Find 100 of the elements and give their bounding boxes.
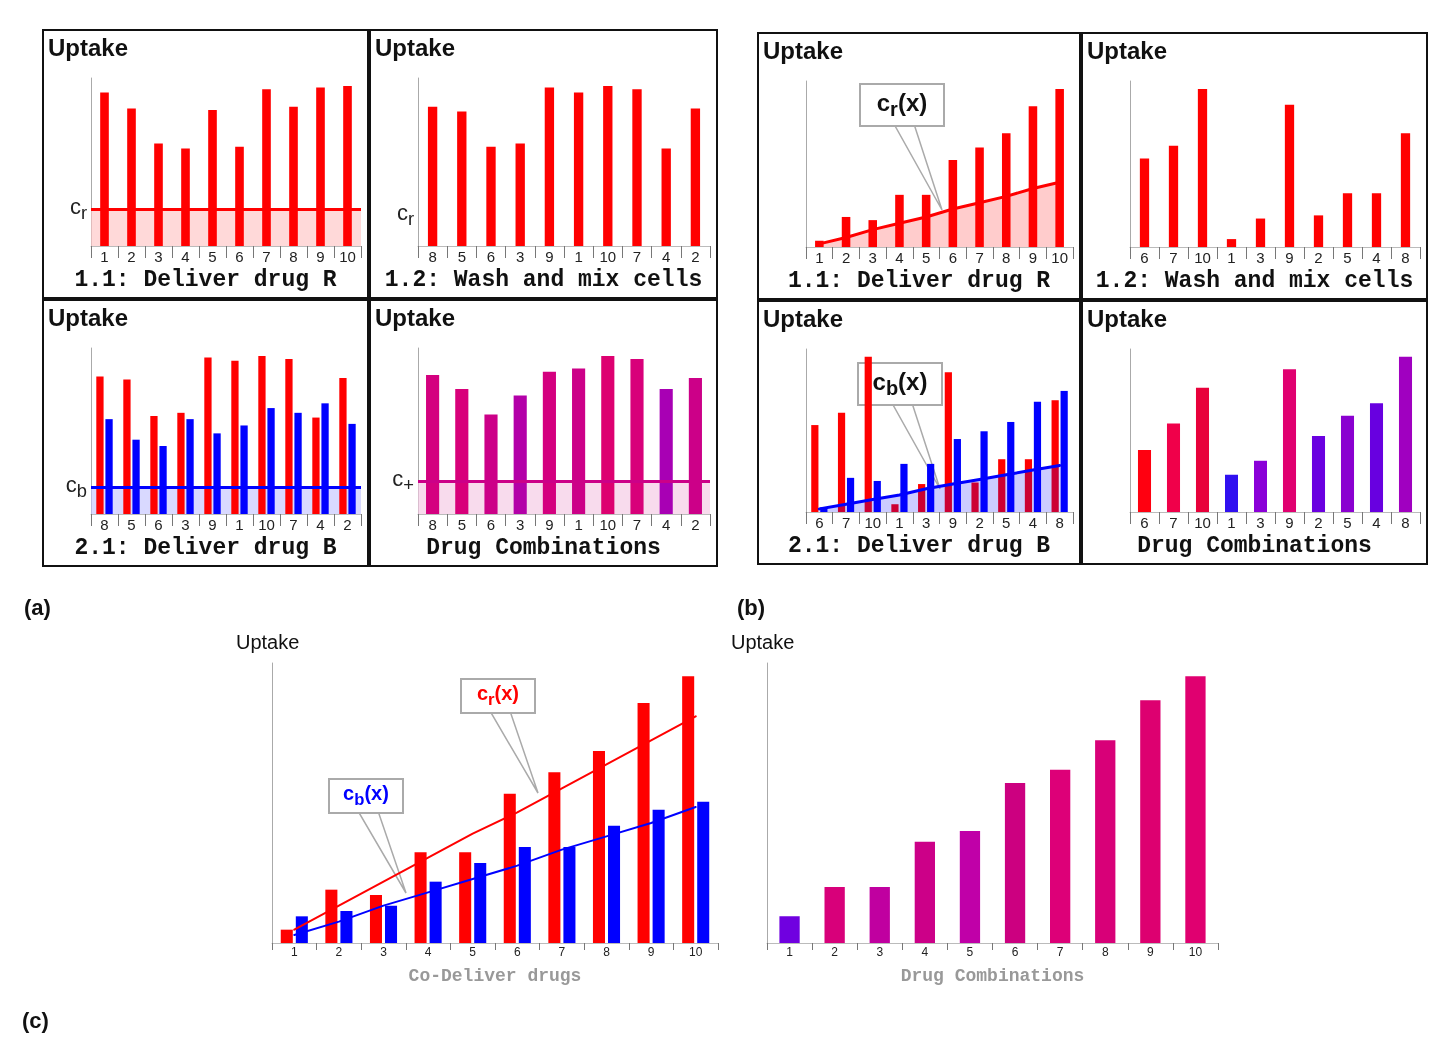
x-tick-label: 4 xyxy=(662,516,671,533)
ref-line-label: c$_{r}$ xyxy=(69,193,87,224)
bar xyxy=(1224,474,1239,512)
x-tick-label: 1 xyxy=(100,248,109,265)
x-tick-label: 5 xyxy=(1343,249,1352,266)
bar xyxy=(944,372,952,512)
x-tick-label: 1 xyxy=(1227,249,1236,266)
y-axis-title: Uptake xyxy=(375,303,456,331)
bar xyxy=(1369,403,1384,512)
bar xyxy=(811,425,819,512)
x-tick-label: 7 xyxy=(262,248,271,265)
x-tick-label: 9 xyxy=(1028,249,1038,266)
bar xyxy=(1004,783,1026,943)
bar xyxy=(457,111,467,246)
x-tick-label: 3 xyxy=(921,514,931,531)
bar xyxy=(837,412,846,512)
x-tick-label: 6 xyxy=(154,516,163,533)
x-tick-label: 3 xyxy=(181,516,190,533)
bar xyxy=(459,852,472,943)
x-tick-label: 1 xyxy=(1227,514,1236,531)
x-tick-label: 7 xyxy=(1169,514,1178,531)
bar xyxy=(1137,449,1152,512)
bar xyxy=(544,87,555,246)
bar xyxy=(427,106,438,246)
x-tick-label: 1 xyxy=(786,945,794,959)
text: (a) xyxy=(24,595,51,621)
x-tick-label: 3 xyxy=(876,945,884,959)
bar xyxy=(1371,193,1382,247)
x-tick-label: 10 xyxy=(1194,514,1211,531)
x-tick-label: 5 xyxy=(1002,514,1011,531)
bar xyxy=(824,887,845,943)
bar xyxy=(1253,460,1268,512)
x-tick-label: 2 xyxy=(691,248,700,265)
x-tick-label: 8 xyxy=(1055,514,1064,531)
x-axis-title: Drug Combinations xyxy=(900,966,1085,986)
x-tick-label: 7 xyxy=(632,248,642,265)
x-tick-label: 8 xyxy=(1401,249,1410,266)
bar xyxy=(455,389,469,514)
bar xyxy=(1284,104,1295,247)
x-tick-label: 9 xyxy=(1285,249,1294,266)
bar xyxy=(96,376,104,514)
bar xyxy=(231,360,239,514)
x-tick-label: 3 xyxy=(380,945,388,959)
x-tick-label: 4 xyxy=(1372,514,1381,531)
x-tick-label: 5 xyxy=(457,248,466,265)
x-tick-label: 3 xyxy=(516,516,525,533)
bar xyxy=(150,415,158,514)
y-axis-title: Uptake xyxy=(48,33,129,61)
annotation: c$_{r}$(x) xyxy=(476,682,520,710)
bar xyxy=(1168,145,1179,247)
bar xyxy=(864,356,872,512)
bar xyxy=(659,389,673,514)
y-axis-title: Uptake xyxy=(236,631,300,653)
bar xyxy=(1050,769,1071,943)
text: 1.2: Wash and mix cells xyxy=(384,266,703,293)
bar xyxy=(1226,239,1237,247)
x-tick-label: 7 xyxy=(975,249,984,266)
x-tick-label: 3 xyxy=(868,249,877,266)
bar xyxy=(1313,215,1324,247)
x-tick-label: 6 xyxy=(815,514,824,531)
y-axis-title: Uptake xyxy=(763,304,844,332)
x-tick-label: 10 xyxy=(599,248,617,265)
x-tick-label: 6 xyxy=(486,248,496,265)
bar xyxy=(204,357,212,514)
annotation: c$_{b}$(x) xyxy=(343,782,389,810)
x-tick-label: 1 xyxy=(574,248,583,265)
bar xyxy=(1166,423,1181,512)
bar xyxy=(1139,158,1150,247)
x-tick-label: 2 xyxy=(691,516,700,533)
bar xyxy=(1340,415,1355,512)
text: Drug Combinations xyxy=(426,534,661,561)
x-axis-title: Co-Deliver drugs xyxy=(408,966,582,986)
x-tick-label: 4 xyxy=(1028,514,1038,531)
y-axis-title: Uptake xyxy=(48,303,129,331)
x-tick-label: 6 xyxy=(948,249,958,266)
x-tick-label: 7 xyxy=(289,516,298,533)
bar xyxy=(1255,218,1266,247)
x-tick-label: 7 xyxy=(1056,945,1064,959)
ref-line-label: c$_{b}$ xyxy=(65,471,87,502)
x-tick-label: 9 xyxy=(1147,945,1155,959)
x-tick-label: 8 xyxy=(100,516,109,533)
x-tick-label: 7 xyxy=(1169,249,1178,266)
bar xyxy=(486,146,496,246)
bar xyxy=(1095,740,1116,943)
x-tick-label: 3 xyxy=(516,248,525,265)
x-tick-label: 4 xyxy=(662,248,671,265)
x-tick-label: 6 xyxy=(1011,945,1019,959)
bar xyxy=(1342,193,1353,247)
x-tick-label: 2 xyxy=(1314,249,1323,266)
annotation: c$_{b}$(x) xyxy=(872,367,928,400)
x-tick-label: 1 xyxy=(290,945,298,959)
x-tick-label: 8 xyxy=(428,248,437,265)
x-tick-label: 9 xyxy=(208,516,217,533)
x-tick-label: 2 xyxy=(1314,514,1323,531)
x-tick-label: 7 xyxy=(558,945,566,959)
bar xyxy=(971,482,979,512)
x-tick-label: 10 xyxy=(339,248,356,265)
x-tick-label: 1 xyxy=(574,516,583,533)
bar xyxy=(339,378,347,514)
bar xyxy=(369,895,382,943)
